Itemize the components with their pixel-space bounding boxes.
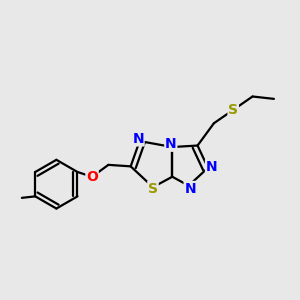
Text: S: S	[148, 182, 158, 196]
Text: N: N	[132, 132, 144, 146]
Text: N: N	[206, 160, 217, 174]
Text: S: S	[228, 103, 238, 117]
Text: O: O	[86, 170, 98, 184]
Text: N: N	[184, 182, 196, 196]
Text: N: N	[165, 137, 177, 151]
